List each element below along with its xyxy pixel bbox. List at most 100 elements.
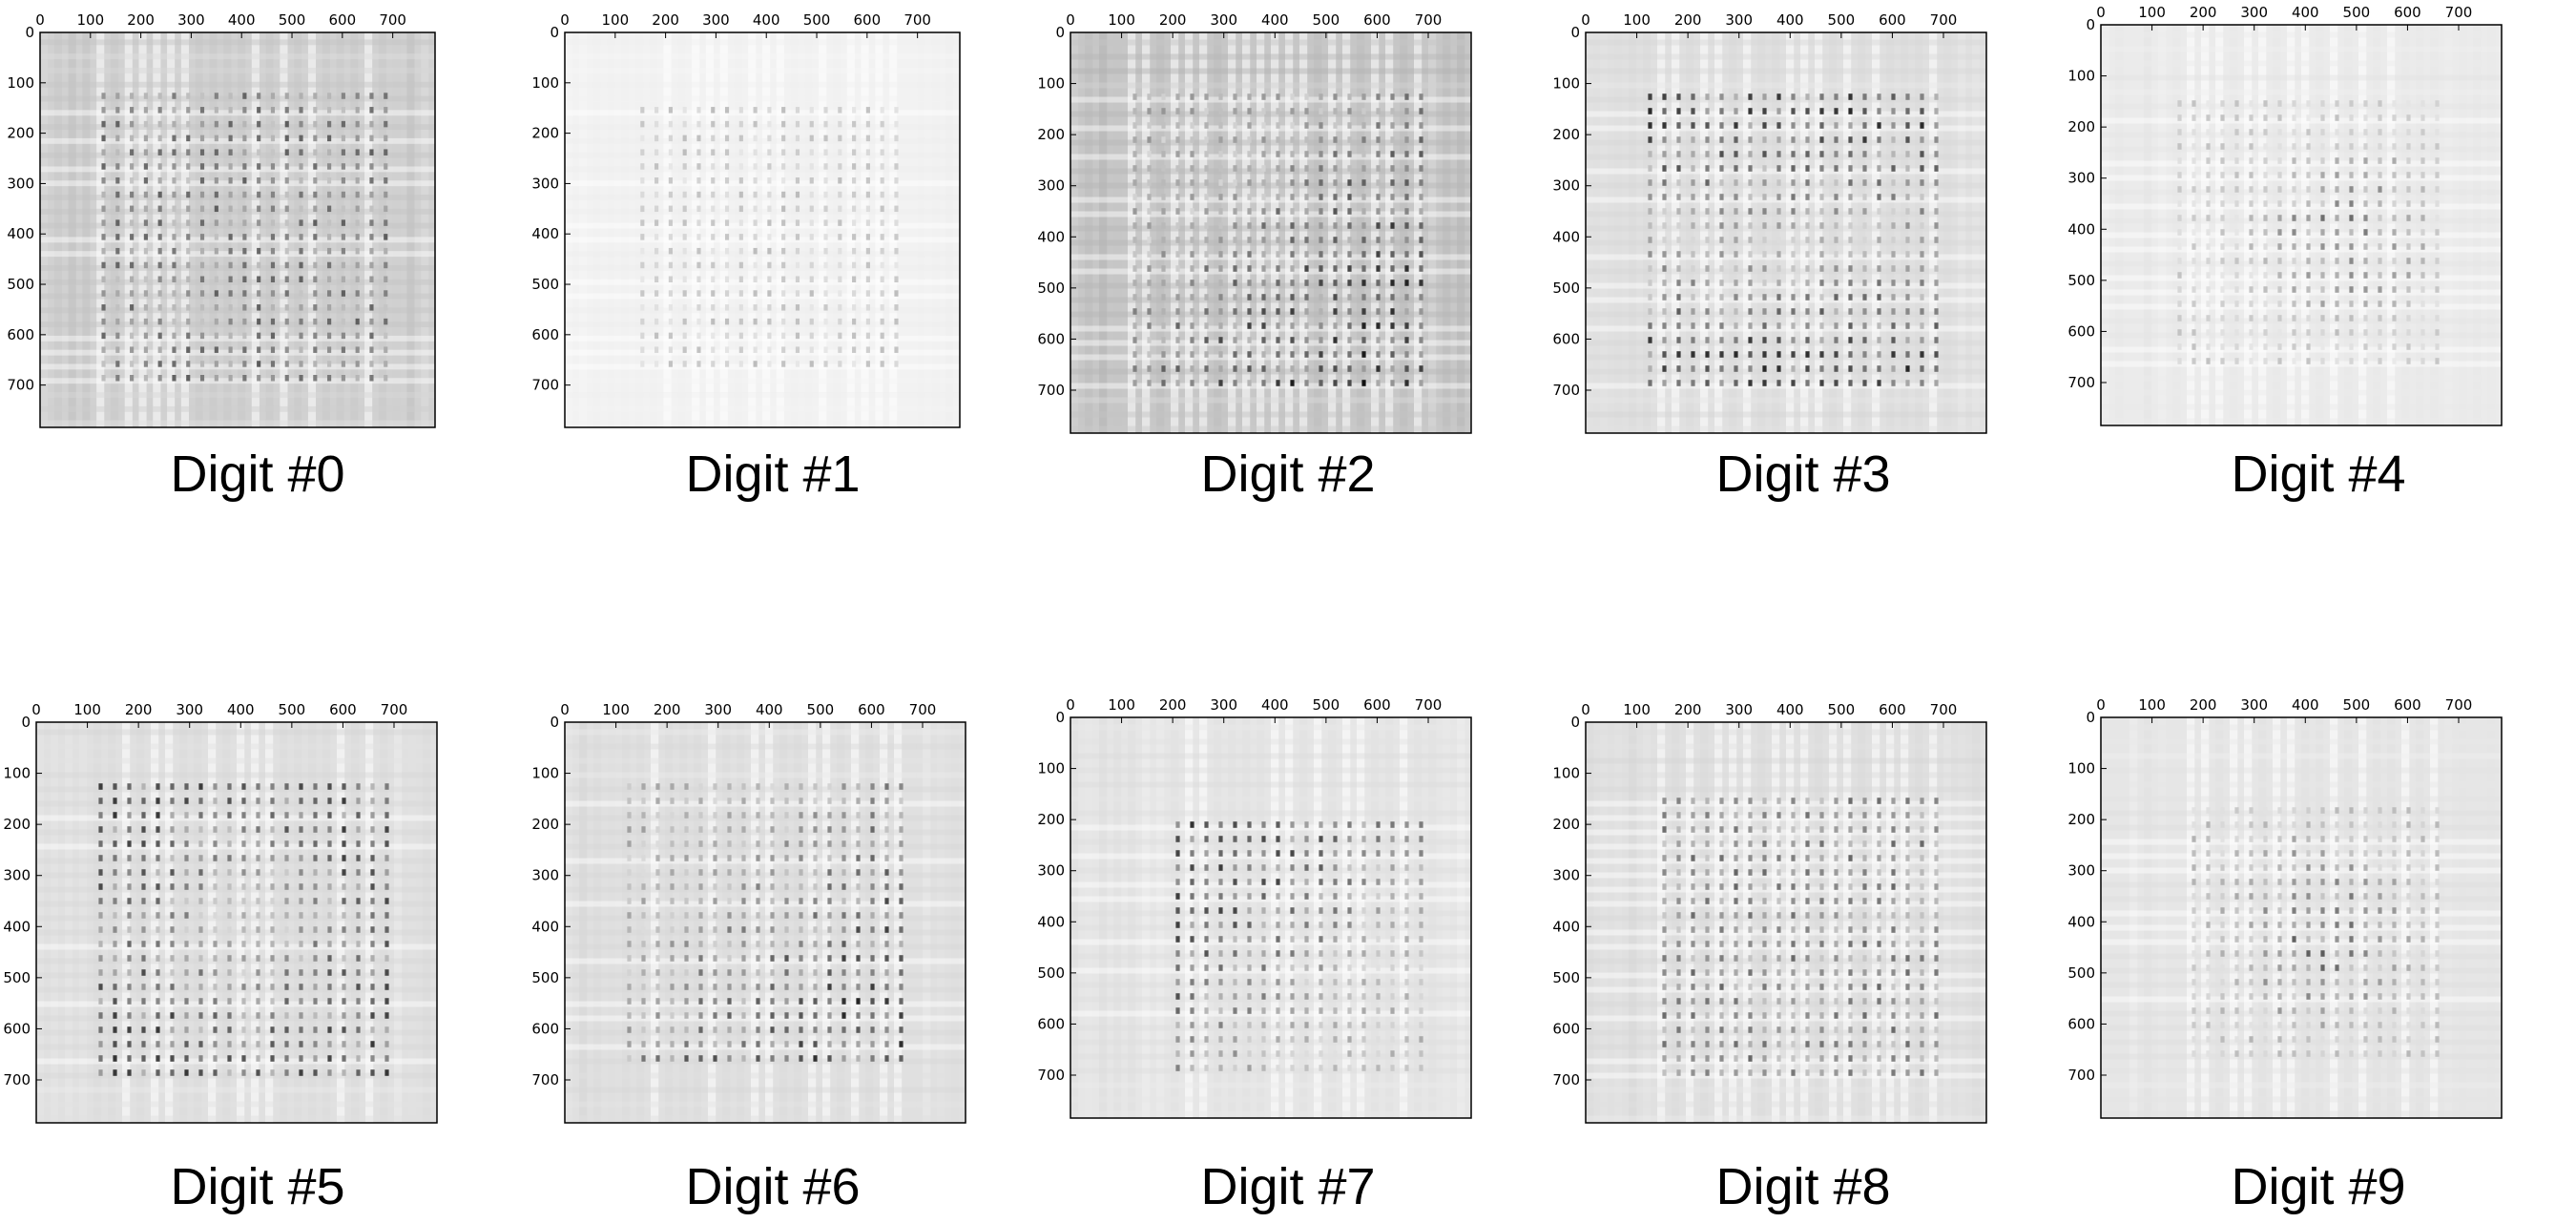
heatmap-cell [1662, 322, 1667, 329]
heatmap-cell [1204, 893, 1209, 900]
heatmap-cell [1762, 365, 1767, 372]
heatmap-cell [299, 926, 303, 933]
heatmap-cell [1404, 964, 1409, 971]
heatmap-cell [668, 219, 673, 226]
heatmap-column-band [776, 32, 784, 427]
heatmap-cell [2435, 100, 2440, 107]
heatmap-column-band [2230, 25, 2238, 425]
heatmap-row-band [1586, 901, 1986, 907]
heatmap-cell [1648, 294, 1652, 301]
heatmap-cell [1734, 969, 1738, 976]
heatmap-cell [756, 798, 760, 804]
heatmap-cell [1390, 179, 1395, 186]
heatmap-cell [1834, 1012, 1839, 1019]
heatmap-cell [1776, 1069, 1781, 1076]
heatmap-cell [1719, 926, 1724, 933]
heatmap-cell [2206, 172, 2211, 178]
heatmap-cell [711, 219, 716, 226]
heatmap-cell [1819, 1055, 1824, 1062]
heatmap-cell [1247, 337, 1252, 343]
heatmap-cell [809, 135, 814, 142]
heatmap-cell [838, 318, 842, 325]
heatmap-cell [767, 304, 772, 311]
heatmap-cell [1390, 322, 1395, 329]
heatmap-cell [1748, 1069, 1753, 1076]
heatmap-cell [1175, 165, 1180, 172]
heatmap-cell [1132, 251, 1137, 258]
heatmap-cell [2349, 272, 2354, 279]
heatmap-cell [341, 374, 345, 382]
heatmap-cell [641, 826, 646, 833]
heatmap-cell [1233, 294, 1237, 301]
heatmap-cell [1934, 955, 1939, 962]
heatmap-cell [141, 869, 146, 876]
heatmap-cell [1791, 208, 1796, 215]
heatmap-cell [384, 1041, 389, 1047]
heatmap-row-band [2101, 346, 2502, 353]
heatmap-cell [2177, 329, 2182, 336]
heatmap-cell [1848, 998, 1853, 1005]
heatmap-row-band [565, 166, 960, 173]
heatmap-row-band [2101, 996, 2502, 1003]
heatmap-cell [781, 361, 786, 367]
heatmap-cell [1648, 351, 1652, 358]
heatmap-cell [711, 176, 716, 184]
x-tick-label: 400 [227, 701, 255, 718]
heatmap-cell [299, 374, 303, 382]
heatmap-cell [127, 955, 132, 962]
heatmap-row-band [1586, 757, 1986, 764]
heatmap-column-band [223, 32, 232, 427]
heatmap-cell [1304, 322, 1309, 329]
heatmap-cell [1190, 1065, 1195, 1071]
heatmap-cell [113, 798, 117, 804]
heatmap-cell [809, 361, 814, 367]
heatmap-cell [198, 855, 203, 861]
heatmap-cell [2420, 114, 2425, 121]
heatmap-row-band [565, 972, 966, 979]
heatmap-column-band [719, 32, 728, 427]
heatmap-cell [753, 318, 758, 325]
heatmap-cell [1376, 1036, 1381, 1043]
heatmap-cell [143, 318, 148, 325]
heatmap-cell [1147, 294, 1152, 301]
heatmap-cell [1734, 380, 1738, 386]
heatmap-cell [284, 346, 289, 353]
heatmap-cell [795, 261, 800, 269]
heatmap-cell [284, 120, 289, 128]
heatmap-cell [2206, 936, 2211, 943]
heatmap-row-band [1070, 982, 1471, 988]
heatmap-cell [242, 374, 247, 382]
heatmap-cell [684, 898, 689, 904]
heatmap-column-band [2101, 25, 2109, 425]
heatmap-cell [884, 812, 889, 819]
heatmap-cell [186, 261, 191, 269]
heatmap-cell [1920, 1026, 1924, 1033]
heatmap-cell [299, 332, 303, 340]
heatmap-cell [130, 247, 135, 255]
heatmap-cell [1891, 108, 1896, 114]
heatmap-cell [1676, 883, 1681, 890]
heatmap-cell [1276, 1007, 1280, 1014]
heatmap-cell [2220, 922, 2225, 928]
heatmap-cell [2220, 229, 2225, 236]
y-tick-label: 500 [2067, 964, 2095, 982]
heatmap-cell [1333, 1022, 1338, 1028]
heatmap-cell [1834, 955, 1839, 962]
heatmap-cell [756, 912, 760, 919]
heatmap-cell [2249, 186, 2254, 193]
heatmap-cell [127, 883, 132, 890]
heatmap-cell [1834, 380, 1839, 386]
heatmap-row-band [2101, 738, 2502, 745]
heatmap-cell [827, 1041, 832, 1047]
heatmap-column-band [380, 722, 388, 1123]
heatmap-row-band [1586, 1101, 1986, 1108]
heatmap-cell [1934, 1055, 1939, 1062]
heatmap-cell [341, 219, 345, 226]
heatmap-cell [1261, 308, 1266, 315]
heatmap-cell [856, 941, 861, 947]
heatmap-cell [1748, 926, 1753, 933]
heatmap-cell [1862, 108, 1867, 114]
heatmap-cell [1276, 879, 1280, 885]
heatmap-cell [1161, 208, 1166, 215]
heatmap-cell [2177, 186, 2182, 193]
